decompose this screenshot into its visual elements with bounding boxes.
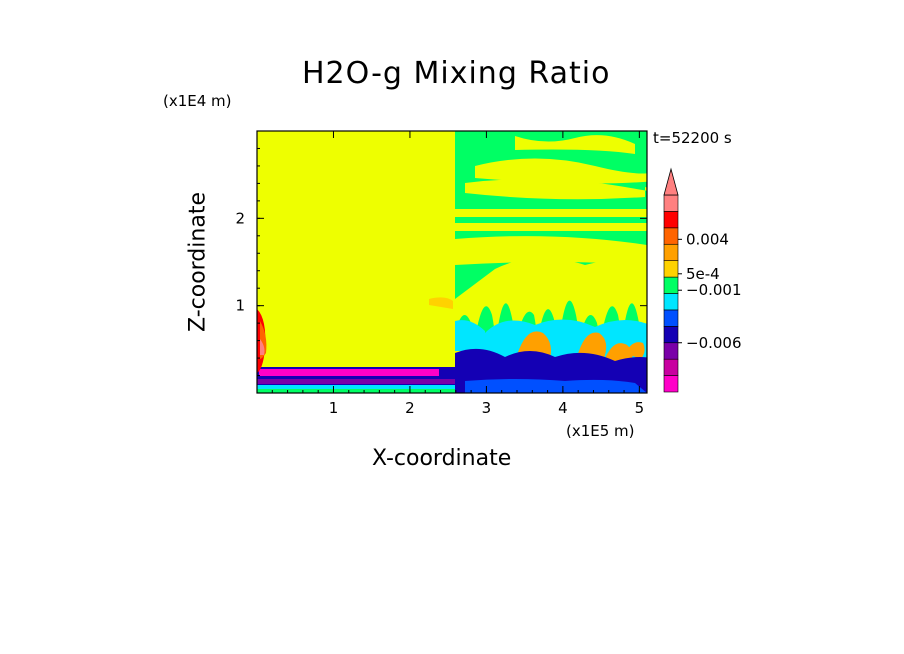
colorbar-swatch-2 [663,342,679,360]
chart-title: H2O-g Mixing Ratio [302,56,611,91]
x-tick-label-2: 3 [482,399,492,417]
timestamp-label: t=52200 s [653,129,732,147]
colorbar-swatch-11 [663,194,679,212]
divider-spot [429,297,453,309]
colorbar-swatch-0 [663,375,679,393]
colorbar-label-0: 0.004 [686,230,729,248]
blue-layer-right-light [465,379,647,393]
colorbar-label-2: −0.001 [686,281,742,299]
x-tick-label-3: 4 [558,399,568,417]
plot-frame [256,130,648,394]
colorbar-extend-arrow [663,167,679,196]
colorbar-swatch-1 [663,358,679,376]
plot-area-group [257,131,647,393]
x-tick-label-0: 1 [329,399,339,417]
colorbar-swatch-8 [663,243,679,261]
x-tick-label-4: 5 [635,399,645,417]
orange-plume-3 [625,342,645,359]
colorbar-swatch-7 [663,260,679,278]
colorbar-swatch-4 [663,309,679,327]
colorbar-swatch-3 [663,326,679,344]
x-tick-label-1: 2 [405,399,415,417]
yellow-streak-5 [455,257,647,299]
colorbar-label-1: 5e-4 [686,265,720,283]
colorbar-swatch-9 [663,227,679,245]
yellow-streak-0 [475,158,647,184]
y-tick-label-0: 1 [235,297,245,315]
yellow-streak-3 [455,223,647,231]
yellow-streak-1 [465,178,647,200]
y-axis-label: Z-coordinate [185,192,211,332]
yellow-streak-6 [515,135,635,154]
yellow-streak-4 [455,236,647,265]
x-axis-label: X-coordinate [372,446,512,471]
pink-left-edge [260,339,265,355]
colorbar-swatch-5 [663,293,679,311]
y-tick-label-1: 2 [235,209,245,227]
z-unit-label: (x1E4 m) [163,92,232,110]
colorbar-swatch-10 [663,211,679,229]
yellow-streak-2 [455,209,647,217]
magenta-surface-band [259,369,439,376]
colorbar-swatch-6 [663,276,679,294]
cyan-pocket-1 [455,320,485,351]
purple-surface-band [257,379,455,384]
colorbar-label-3: −0.006 [686,334,742,352]
colorbar: 0.004 5e-4−0.001 −0.006 [663,167,742,393]
x-unit-label: (x1E5 m) [566,422,635,440]
green-surface-band [257,389,455,393]
cyan-surface-band [257,385,455,389]
